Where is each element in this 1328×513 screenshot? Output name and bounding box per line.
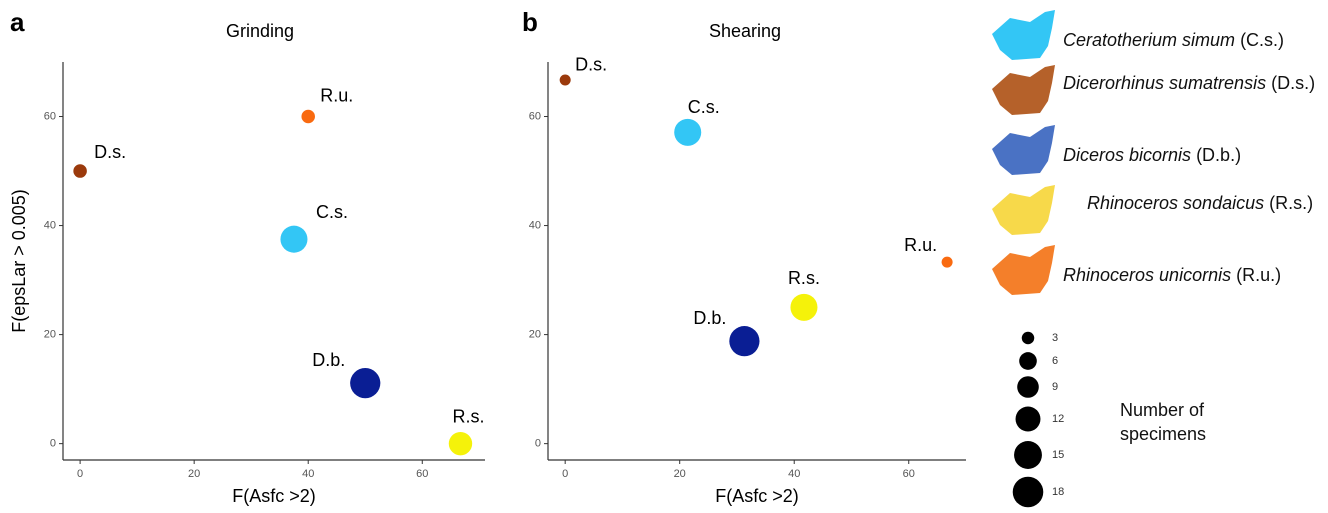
y-tick-label: 40 (44, 219, 56, 231)
bubble (674, 118, 702, 146)
species-abbr: (R.u.) (1236, 265, 1282, 285)
species-abbr: (C.s.) (1240, 30, 1285, 50)
species-legend-entry: Ceratotherium simum (C.s.) (1063, 28, 1328, 52)
x-tick-label: 60 (416, 468, 428, 480)
y-tick-label: 0 (535, 438, 541, 450)
point-label: R.u. (320, 85, 353, 105)
x-tick-label: 0 (562, 468, 568, 480)
x-tick-label: 40 (788, 468, 800, 480)
y-tick-label: 40 (529, 219, 541, 231)
y-tick-label: 20 (529, 329, 541, 341)
species-abbr: (R.s.) (1269, 193, 1314, 213)
size-legend-label: 3 (1052, 332, 1058, 344)
species-name: Diceros bicornis (1063, 145, 1192, 165)
point-label: R.s. (788, 268, 820, 288)
point-label: D.s. (575, 55, 607, 75)
bubble (301, 109, 315, 124)
size-legend-dot (1019, 352, 1037, 370)
point-label: C.s. (316, 202, 348, 222)
species-name: Rhinoceros sondaicus (1087, 193, 1265, 213)
size-legend-label: 15 (1052, 449, 1064, 461)
species-legend-entry: Diceros bicornis (D.b.) (1063, 143, 1323, 167)
species-name: Ceratotherium simum (1063, 30, 1236, 50)
size-legend-dot (1017, 376, 1039, 398)
x-tick-label: 20 (674, 468, 686, 480)
species-abbr: (D.b.) (1196, 145, 1242, 165)
x-axis-label: F(Asfc >2) (232, 486, 316, 506)
species-legend-entry: Rhinoceros unicornis (R.u.) (1063, 263, 1328, 287)
y-tick-label: 60 (44, 110, 56, 122)
x-tick-label: 0 (77, 468, 83, 480)
size-legend-dot (1021, 331, 1035, 345)
size-legend-label: 6 (1052, 355, 1058, 367)
species-icon (992, 10, 1055, 60)
point-label: C.s. (688, 97, 720, 117)
species-icon (992, 245, 1055, 295)
x-axis-label: F(Asfc >2) (715, 486, 799, 506)
y-tick-label: 0 (50, 438, 56, 450)
point-label: D.b. (693, 308, 726, 328)
point-label: D.s. (94, 142, 126, 162)
size-legend-label: 9 (1052, 381, 1058, 393)
bubble (941, 256, 953, 268)
bubble (73, 164, 87, 178)
x-tick-label: 60 (903, 468, 915, 480)
point-label: R.s. (452, 406, 484, 426)
size-legend-label: 12 (1052, 413, 1064, 425)
x-tick-label: 20 (188, 468, 200, 480)
chart-title: Grinding (226, 21, 294, 41)
bubble (280, 225, 308, 253)
species-legend-entry: Dicerorhinus sumatrensis (D.s.) (1063, 71, 1323, 95)
y-tick-label: 20 (44, 329, 56, 341)
size-legend-dot (1012, 476, 1044, 508)
size-legend-dot (1014, 441, 1042, 469)
y-axis-label: F(epsLar > 0.005) (9, 189, 29, 333)
point-label: R.u. (904, 235, 937, 255)
bubble (559, 74, 571, 86)
species-abbr: (D.s.) (1271, 73, 1316, 93)
bubble (448, 431, 473, 456)
species-icon (992, 65, 1055, 115)
y-tick-label: 60 (529, 110, 541, 122)
species-legend-entry: Rhinoceros sondaicus (R.s.) (1087, 191, 1317, 215)
species-icon (992, 125, 1055, 175)
bubble (729, 326, 760, 357)
x-tick-label: 40 (302, 468, 314, 480)
species-icon (992, 185, 1055, 235)
panel-label: b (522, 7, 538, 37)
species-name: Rhinoceros unicornis (1063, 265, 1232, 285)
size-legend-label: 18 (1052, 486, 1064, 498)
bubble (790, 293, 818, 321)
bubble (350, 368, 381, 399)
point-label: D.b. (312, 350, 345, 370)
panel-label: a (10, 7, 25, 37)
size-legend-title: Number of specimens (1120, 400, 1207, 444)
species-name: Dicerorhinus sumatrensis (1063, 73, 1267, 93)
size-legend-dot (1015, 406, 1041, 432)
chart-title: Shearing (709, 21, 781, 41)
